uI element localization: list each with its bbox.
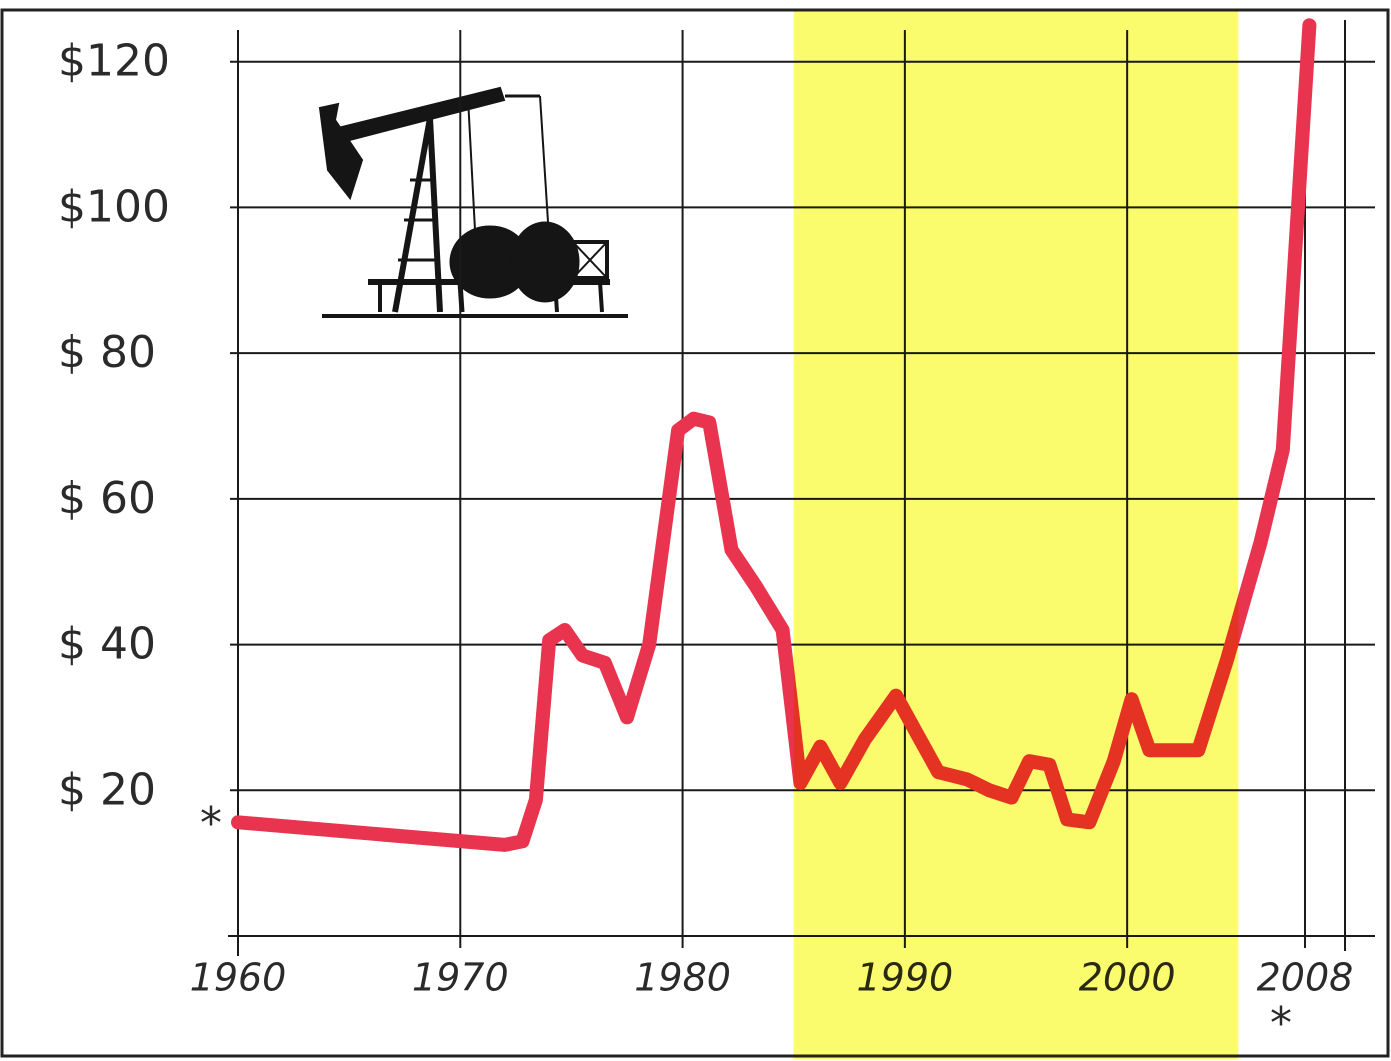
frame: [0, 8, 1390, 1058]
y-tick-label: $ 40: [58, 619, 156, 670]
y-tick-label: $ 20: [58, 764, 156, 815]
x-tick-label: 2008: [1257, 956, 1354, 1000]
x-tick-label: 1960: [190, 956, 287, 1000]
x-tick-label: 1970: [412, 956, 509, 1000]
annotation: *: [200, 798, 222, 849]
y-tick-label: $ 60: [58, 473, 156, 524]
y-tick-label: $120: [58, 36, 170, 87]
y-tick-label: $100: [58, 181, 170, 232]
x-tick-label: 1980: [634, 956, 731, 1000]
highlight-band: [793, 11, 1239, 1059]
pump-jack-icon: [318, 86, 628, 318]
annotation: *: [1270, 998, 1292, 1049]
y-tick-label: $ 80: [58, 327, 156, 378]
